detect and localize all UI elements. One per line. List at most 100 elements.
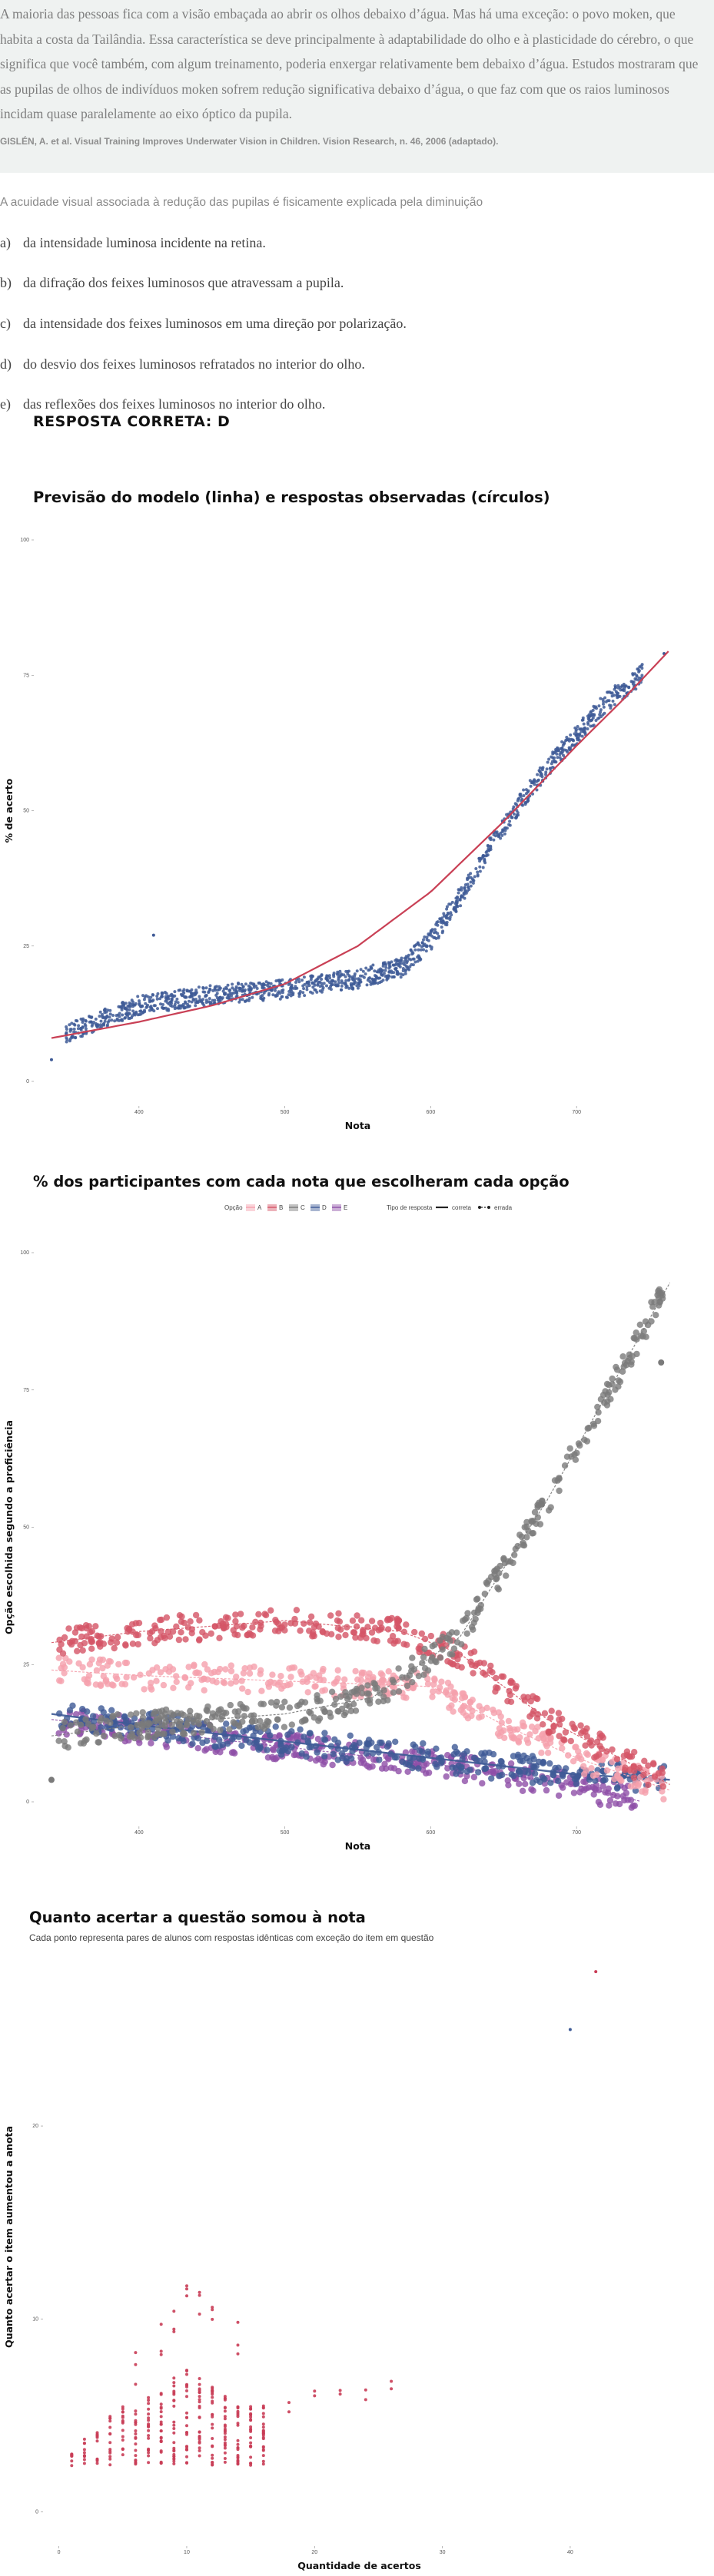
chart1-observed-point xyxy=(307,982,311,985)
chart1-observed-point xyxy=(138,999,141,1003)
chart3-point xyxy=(198,2446,201,2450)
chart2-point-e xyxy=(609,1792,617,1799)
chart1-observed-point xyxy=(390,960,394,964)
chart1-observed-point xyxy=(301,991,305,995)
chart1-observed-point xyxy=(434,930,438,934)
chart1-observed-point xyxy=(560,740,564,743)
chart1-observed-point xyxy=(621,688,625,692)
chart2-point-d xyxy=(529,1780,536,1786)
chart1-observed-point xyxy=(423,935,427,939)
chart2-legend-wrong-dot xyxy=(478,1206,481,1209)
chart2-point-a xyxy=(528,1723,536,1730)
chart1-observed-point xyxy=(70,1035,74,1039)
chart1-observed-point xyxy=(208,997,211,1001)
chart1-observed-point xyxy=(526,789,530,793)
chart2-point-a xyxy=(479,1706,486,1713)
chart2-point-e xyxy=(627,1796,635,1803)
chart1-ytick-label: 75 xyxy=(23,673,29,678)
chart1-observed-point xyxy=(238,987,242,990)
chart2-legend-label-e: E xyxy=(344,1204,347,1211)
chart2-point-d xyxy=(420,1740,427,1747)
chart1-observed-point xyxy=(565,736,569,739)
chart1-observed-point xyxy=(515,803,519,806)
chart1-observed-point xyxy=(151,999,154,1003)
chart1-observed-point xyxy=(380,973,384,977)
chart1-observed-point xyxy=(214,985,218,988)
chart1-observed-point xyxy=(103,1007,107,1011)
chart1-observed-point xyxy=(297,980,301,984)
chart3-point xyxy=(211,2437,214,2440)
chart1-observed-point xyxy=(173,1002,177,1006)
chart1-observed-point xyxy=(240,982,244,986)
chart1-observed-point xyxy=(609,706,613,710)
chart2-point-e xyxy=(404,1768,411,1775)
chart3-point xyxy=(198,2377,201,2380)
chart3-point xyxy=(147,2396,151,2399)
chart1-observed-point xyxy=(88,1020,91,1024)
chart3-point xyxy=(568,2028,572,2031)
chart2-point-d xyxy=(98,1705,105,1712)
chart3-point xyxy=(134,2362,138,2366)
chart3-point xyxy=(261,2437,265,2441)
chart3-point xyxy=(82,2454,86,2458)
chart2-point-a xyxy=(227,1662,234,1669)
chart1-observed-point xyxy=(394,966,398,970)
chart1-observed-point xyxy=(471,881,475,885)
chart3-point xyxy=(121,2447,125,2451)
chart3-point xyxy=(121,2453,125,2457)
chart3-point xyxy=(198,2430,201,2434)
chart1-observed-point xyxy=(295,986,299,990)
chart1-observed-point xyxy=(267,993,271,997)
chart1-observed-point xyxy=(257,981,261,985)
option-a[interactable]: a) da intensidade luminosa incidente na r… xyxy=(0,235,266,251)
chart1-observed-point xyxy=(150,1008,154,1012)
chart1-observed-point xyxy=(105,1010,108,1014)
chart1-observed-point xyxy=(249,982,253,985)
chart1-observed-point xyxy=(297,995,301,998)
chart1-observed-point xyxy=(101,1013,104,1016)
chart1-observed-point xyxy=(68,1023,71,1027)
chart1-observed-point xyxy=(106,1023,109,1027)
chart1-observed-point xyxy=(425,945,429,949)
chart1-observed-point xyxy=(134,1002,138,1005)
chart1-observed-point xyxy=(569,733,573,737)
chart1-observed-point xyxy=(244,982,247,986)
option-b[interactable]: b) da difração dos feixes luminosos que a… xyxy=(0,275,344,291)
chart1-observed-point xyxy=(77,1024,81,1028)
chart1-observed-point xyxy=(616,691,619,695)
chart2-legend-label-d: D xyxy=(322,1204,327,1211)
chart1-observed-point xyxy=(225,987,228,991)
chart2-point-d xyxy=(453,1770,460,1777)
chart1-observed-point xyxy=(420,945,423,949)
chart3-point xyxy=(261,2405,265,2409)
chart3-point xyxy=(185,2415,188,2419)
chart3-point xyxy=(185,2382,188,2386)
option-e-text: das reflexões dos feixes luminosos no in… xyxy=(23,396,326,412)
chart1-observed-point xyxy=(445,905,449,909)
chart3-point xyxy=(211,2422,214,2426)
chart1-observed-point xyxy=(79,1035,83,1038)
option-d[interactable]: d) do desvio dos feixes luminosos refrata… xyxy=(0,356,365,372)
chart1-observed-point xyxy=(149,995,153,999)
chart2-point-d xyxy=(297,1726,304,1733)
chart2-point-d xyxy=(330,1750,337,1758)
chart1-observed-point xyxy=(368,980,372,984)
chart3-point xyxy=(108,2415,112,2419)
chart1-observed-point xyxy=(339,988,343,992)
chart2-point-e xyxy=(606,1797,614,1804)
chart1-observed-point xyxy=(291,986,295,990)
chart1-observed-point xyxy=(387,966,391,970)
chart2-ytick-label: 25 xyxy=(23,1662,29,1667)
chart1-observed-point xyxy=(535,788,539,792)
chart1-observed-point xyxy=(334,980,337,984)
chart2-point-d xyxy=(514,1751,522,1758)
chart1-observed-point xyxy=(243,989,247,993)
chart1-observed-point xyxy=(365,983,369,987)
option-c[interactable]: c) da intensidade dos feixes luminosos em… xyxy=(0,316,407,332)
chart1-observed-point xyxy=(434,936,438,940)
chart1-observed-point xyxy=(241,998,244,1002)
chart2-point-d xyxy=(199,1739,206,1747)
chart1-observed-point xyxy=(314,979,317,983)
option-e[interactable]: e) das reflexões dos feixes luminosos no … xyxy=(0,396,325,412)
